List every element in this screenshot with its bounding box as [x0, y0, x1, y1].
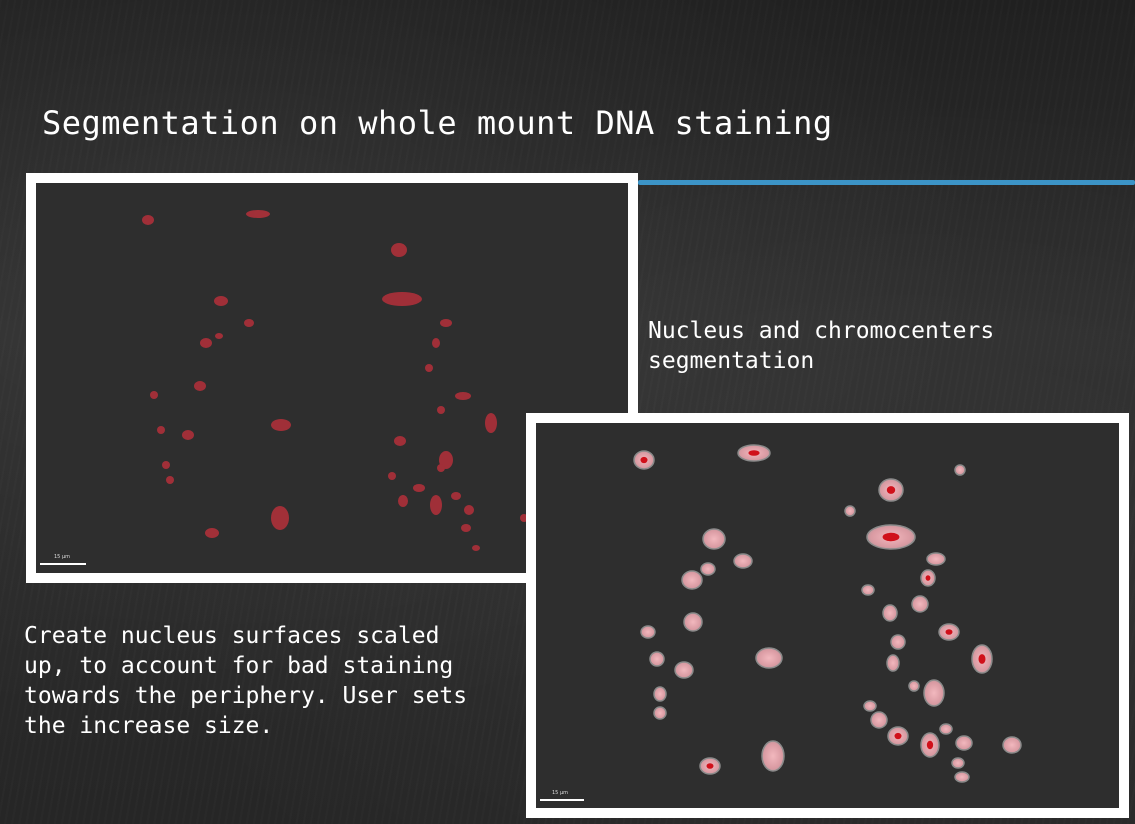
- chromocenter-blob: [451, 492, 461, 500]
- chromocenter-blob: [200, 338, 212, 348]
- nucleus-surface: [863, 700, 877, 712]
- accent-line: [638, 180, 1135, 185]
- nucleus-surface: [761, 740, 785, 772]
- chromocenter-blob: [440, 319, 452, 327]
- chromocenter-blob: [413, 484, 425, 492]
- nucleus-surface: [908, 680, 920, 692]
- chromocenter-blob: [398, 495, 408, 507]
- slide-title: Segmentation on whole mount DNA staining: [42, 104, 833, 142]
- chromocenter-blob: [455, 392, 471, 400]
- chromocenter-core: [640, 456, 648, 464]
- chromocenter-blob: [162, 461, 170, 469]
- chromocenter-blob: [430, 495, 442, 515]
- nucleus-surface: [683, 612, 703, 632]
- caption-nucleus-segmentation: Nucleus and chromocenters segmentation: [648, 318, 995, 374]
- chromocenter-blob: [142, 215, 154, 225]
- nucleus-surface: [951, 757, 965, 769]
- nucleus-surface: [939, 723, 953, 735]
- chromocenter-core: [706, 763, 714, 769]
- nucleus-surface: [882, 604, 898, 622]
- nucleus-surface: [890, 634, 906, 650]
- chromocenter-blob: [388, 472, 396, 480]
- nucleus-surface: [755, 647, 783, 669]
- nucleus-surface: [702, 528, 726, 550]
- chromocenter-blob: [166, 476, 174, 484]
- nucleus-surface: [640, 625, 656, 639]
- scale-bar: [540, 799, 584, 801]
- microscopy-image-segmentation: 15 µm: [26, 173, 638, 583]
- chromocenter-blob: [464, 505, 474, 515]
- chromocenter-blob: [157, 426, 165, 434]
- nucleus-surface: [844, 505, 856, 517]
- chromocenter-blob: [382, 292, 422, 306]
- nucleus-surface: [886, 654, 900, 672]
- chromocenter-blob: [271, 419, 291, 431]
- chromocenter-blob: [394, 436, 406, 446]
- chromocenter-blob: [391, 243, 407, 257]
- scale-label: 15 µm: [54, 554, 71, 560]
- chromocenter-blob: [425, 364, 433, 372]
- chromocenter-blob: [182, 430, 194, 440]
- chromocenter-core: [925, 575, 931, 581]
- chromocenter-blobs: [142, 210, 528, 551]
- chromocenter-blob: [437, 406, 445, 414]
- nucleus-surfaces: [633, 444, 1022, 783]
- chromocenter-blob: [485, 413, 497, 433]
- chromocenter-core: [882, 532, 900, 542]
- chromocenter-blob: [246, 210, 270, 218]
- nucleus-surface: [911, 595, 929, 613]
- chromocenter-blob: [461, 524, 471, 532]
- microscopy-image-scaled-surfaces: 15 µm: [526, 413, 1129, 818]
- chromocenter-core: [926, 740, 934, 750]
- image-panel-nucleus-surfaces: 15 µm: [536, 423, 1119, 808]
- nucleus-surface: [923, 679, 945, 707]
- chromocenter-core: [886, 486, 896, 494]
- chromocenter-blob: [215, 333, 223, 339]
- nucleus-surface: [1002, 736, 1022, 754]
- nucleus-surface: [955, 735, 973, 751]
- chromocenter-core: [978, 654, 986, 664]
- chromocenter-core: [748, 450, 760, 456]
- nucleus-surface: [700, 562, 716, 576]
- chromocenter-blob: [150, 391, 158, 399]
- nucleus-surface: [861, 584, 875, 596]
- chromocenter-blob: [194, 381, 206, 391]
- chromocenter-core: [945, 629, 953, 635]
- chromocenter-blob: [472, 545, 480, 551]
- nucleus-surface: [649, 651, 665, 667]
- scale-bar: [40, 563, 86, 565]
- nucleus-surface: [954, 464, 966, 476]
- chromocenter-blob: [271, 506, 289, 530]
- chromocenter-blob: [437, 464, 445, 472]
- chromocenter-blob: [205, 528, 219, 538]
- nucleus-surface: [653, 686, 667, 702]
- chromocenter-blob: [432, 338, 440, 348]
- chromocenter-blob: [244, 319, 254, 327]
- nucleus-surface: [733, 553, 753, 569]
- nucleus-surface: [926, 552, 946, 566]
- nucleus-surface: [674, 661, 694, 679]
- scale-label: 15 µm: [552, 790, 569, 796]
- nucleus-surface: [681, 570, 703, 590]
- nucleus-surface: [653, 706, 667, 720]
- nucleus-surface: [954, 771, 970, 783]
- chromocenter-blob: [214, 296, 228, 306]
- chromocenter-core: [894, 732, 902, 740]
- caption-scaled-surfaces: Create nucleus surfaces scaled up, to ac…: [24, 623, 468, 739]
- nucleus-surface: [870, 711, 888, 729]
